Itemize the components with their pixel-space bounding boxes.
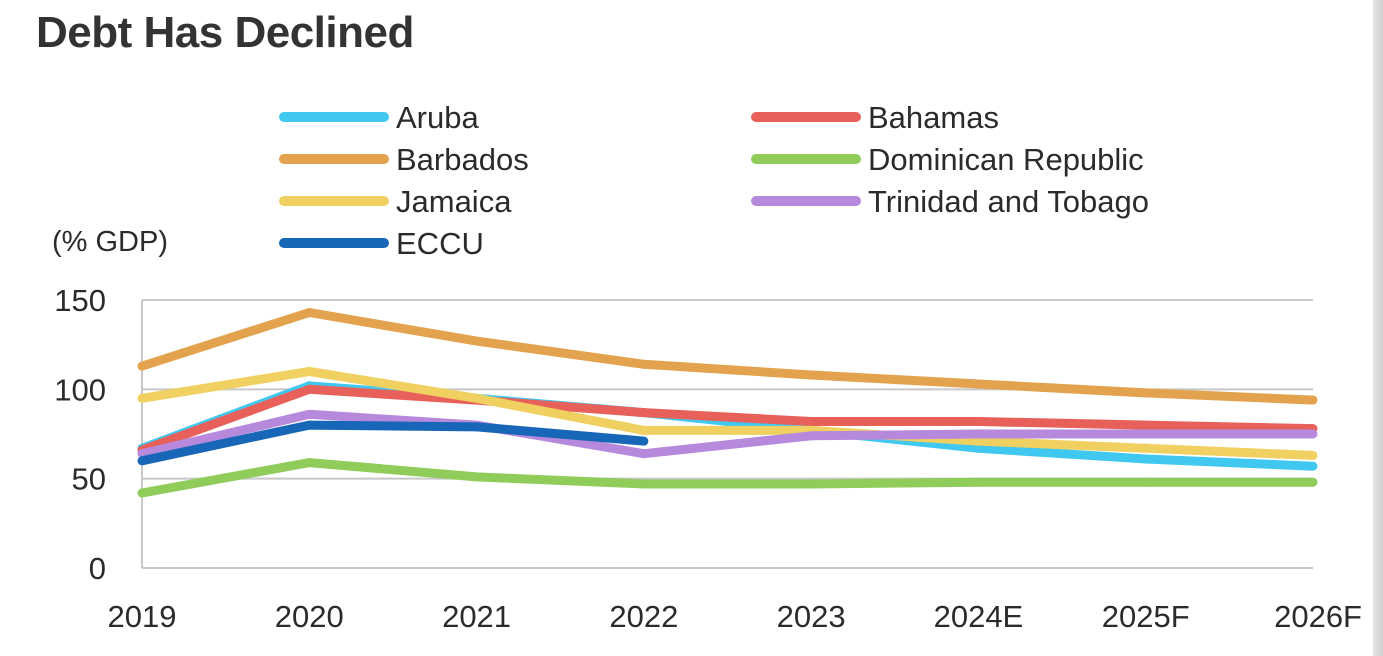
legend-label-aruba: Aruba — [396, 100, 479, 135]
y-tick-label-50: 50 — [72, 462, 106, 497]
data-point-trinidad-and-tobago-2026f — [1308, 429, 1318, 439]
data-point-dominican-republic-2025f — [1141, 477, 1151, 487]
data-point-jamaica-2025f — [1141, 443, 1151, 453]
data-point-bahamas-2024e — [973, 416, 983, 426]
legend: Aruba Bahamas Barbados Dominican Republic Ja… — [279, 100, 1149, 261]
data-point-bahamas-2022 — [639, 408, 649, 418]
data-point-aruba-2026f — [1308, 461, 1318, 471]
x-tick-label-2021: 2021 — [442, 599, 511, 634]
data-point-dominican-republic-2020 — [304, 458, 314, 468]
data-point-barbados-2026f — [1308, 395, 1318, 405]
data-point-trinidad-and-tobago-2024e — [973, 429, 983, 439]
data-point-bahamas-2020 — [304, 384, 314, 394]
legend-label-trinidad-and-tobago: Trinidad and Tobago — [868, 184, 1149, 219]
data-point-jamaica-2019 — [137, 393, 147, 403]
data-point-dominican-republic-2024e — [973, 477, 983, 487]
x-tick-label-2023: 2023 — [777, 599, 846, 634]
data-point-dominican-republic-2022 — [639, 479, 649, 489]
legend-label-bahamas: Bahamas — [868, 100, 999, 135]
data-point-jamaica-2026f — [1308, 450, 1318, 460]
data-point-dominican-republic-2021 — [472, 472, 482, 482]
x-tick-label-2025f: 2025F — [1102, 599, 1190, 634]
data-point-jamaica-2024e — [973, 436, 983, 446]
x-tick-label-2022: 2022 — [609, 599, 678, 634]
series-lines — [137, 308, 1318, 498]
legend-label-dominican-republic: Dominican Republic — [868, 142, 1144, 177]
data-point-barbados-2023 — [806, 370, 816, 380]
data-point-bahamas-2023 — [806, 416, 816, 426]
data-point-eccu-2021 — [472, 422, 482, 432]
legend-label-eccu: ECCU — [396, 226, 484, 261]
y-axis-unit-label: (% GDP) — [52, 226, 168, 258]
x-tick-label-2019: 2019 — [108, 599, 177, 634]
series-line-jamaica — [141, 367, 1314, 460]
data-point-barbados-2020 — [304, 308, 314, 318]
data-point-dominican-republic-2019 — [137, 488, 147, 498]
legend-label-jamaica: Jamaica — [396, 184, 512, 219]
x-tick-label-2024e: 2024E — [934, 599, 1024, 634]
data-point-barbados-2022 — [639, 359, 649, 369]
data-point-jamaica-2020 — [304, 366, 314, 376]
data-point-aruba-2025f — [1141, 454, 1151, 464]
data-point-bahamas-2025f — [1141, 420, 1151, 430]
data-point-trinidad-and-tobago-2022 — [639, 449, 649, 459]
x-tick-label-2020: 2020 — [275, 599, 344, 634]
data-point-eccu-2020 — [304, 420, 314, 430]
data-point-trinidad-and-tobago-2023 — [806, 431, 816, 441]
x-tick-label-2026f: 2026F — [1274, 599, 1362, 634]
data-point-trinidad-and-tobago-2025f — [1141, 429, 1151, 439]
data-point-jamaica-2021 — [472, 393, 482, 403]
data-point-barbados-2024e — [973, 379, 983, 389]
data-point-trinidad-and-tobago-2020 — [304, 409, 314, 419]
legend-label-barbados: Barbados — [396, 142, 529, 177]
series-line-trinidad-and-tobago — [140, 409, 1313, 459]
data-point-dominican-republic-2023 — [806, 479, 816, 489]
data-point-barbados-2025f — [1141, 388, 1151, 398]
data-point-barbados-2021 — [472, 336, 482, 346]
series-line-bahamas — [140, 384, 1314, 455]
data-point-dominican-republic-2026f — [1308, 477, 1318, 487]
series-line-barbados — [140, 308, 1314, 405]
series-line-dominican-republic — [141, 458, 1313, 498]
data-point-eccu-2022 — [639, 436, 649, 446]
data-point-aruba-2024e — [973, 443, 983, 453]
data-point-eccu-2019 — [137, 456, 147, 466]
y-tick-label-0: 0 — [89, 551, 106, 586]
series-line-eccu — [141, 420, 645, 466]
chart-title: Debt Has Declined — [36, 8, 414, 57]
y-tick-label-100: 100 — [54, 372, 106, 407]
page-edge — [1373, 0, 1383, 656]
data-point-jamaica-2022 — [639, 425, 649, 435]
y-tick-label-150: 150 — [54, 283, 106, 318]
axes: 0 50 100 150 2019 2020 2021 2022 2023 2024E 2025F 2… — [54, 283, 1362, 634]
data-point-barbados-2019 — [137, 361, 147, 371]
